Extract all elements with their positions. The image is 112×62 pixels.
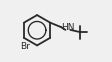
- Text: Br: Br: [20, 42, 30, 51]
- Text: HN: HN: [61, 23, 75, 32]
